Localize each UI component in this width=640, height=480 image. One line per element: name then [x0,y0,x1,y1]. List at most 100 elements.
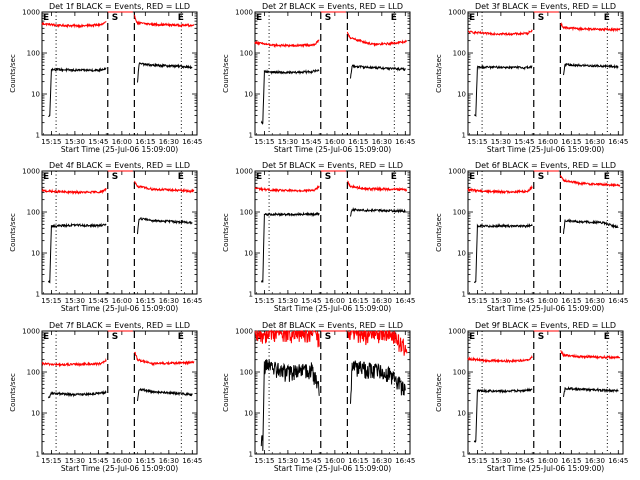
x-tick-label: 16:15 [135,297,155,305]
marker-E: E [178,172,184,182]
marker-E: E [469,172,475,182]
x-tick-label: 15:15 [254,457,274,465]
marker-S: S [325,172,331,182]
y-tick-label: 10 [244,91,253,99]
events-trace-segment-1 [48,66,107,118]
plot-frame [467,170,624,295]
x-tick-label: 15:15 [41,297,61,305]
panel-title: Det 5f BLACK = Events, RED = LLD [262,161,403,170]
y-tick-label: 1 [462,451,466,459]
y-tick-label: 100 [27,369,40,377]
x-tick-label: 15:15 [467,138,487,146]
y-tick-label: 10 [244,410,253,418]
x-tick-label: 16:00 [538,457,558,465]
marker-E: E [391,172,397,182]
y-tick-label: 10 [457,250,466,258]
marker-E: E [604,172,610,182]
lld-trace-segment-3 [346,31,407,48]
panel-title: Det 2f BLACK = Events, RED = LLD [262,2,403,11]
x-tick-label: 16:00 [538,138,558,146]
marker-E: E [604,332,610,342]
x-tick-label: 16:45 [395,457,415,465]
x-tick-label: 16:15 [135,138,155,146]
y-axis: 1 10 100 1000 Counts/sec [9,328,197,459]
x-tick-label: 15:45 [514,297,534,305]
x-tick-label: 16:15 [561,138,581,146]
lld-trace-segment-1 [254,39,320,49]
y-tick-label: 10 [244,250,253,258]
panel-2: Det 2f BLACK = Events, RED = LLD 1 10 100 10… [222,2,415,154]
x-tick-label: 16:45 [182,138,202,146]
panel-6: Det 6f BLACK = Events, RED = LLD 1 10 100 10… [435,161,628,313]
panel-4: Det 4f BLACK = Events, RED = LLD 1 10 100 10… [9,161,202,313]
events-trace-segment-1 [260,358,320,451]
x-tick-label: 15:30 [278,138,298,146]
x-tick-label: 16:30 [159,457,179,465]
x-tick-label: 16:45 [395,297,415,305]
x-tick-label: 15:45 [88,457,108,465]
y-axis: 1 10 100 1000 Counts/sec [435,328,623,459]
x-axis: 15:15 15:30 15:45 16:00 16:15 16:30 16:45 Start… [254,12,415,154]
y-tick-label: 10 [31,250,40,258]
events-trace-segment-2 [563,62,619,76]
y-axis: 1 10 100 1000 Counts/sec [9,168,197,299]
plot-frame [41,11,198,136]
y-tick-label: 10 [31,91,40,99]
events-trace-segment-1 [260,211,320,283]
panel-5: Det 5f BLACK = Events, RED = LLD 1 10 100 10… [222,161,415,313]
y-axis-label: Counts/sec [222,373,230,412]
y-tick-label: 1 [462,132,466,140]
x-tick-label: 16:45 [608,297,628,305]
lld-trace-segment-1 [254,184,320,194]
y-tick-label: 1 [36,451,40,459]
lld-trace-segment-1 [468,29,533,37]
x-tick-label: 16:30 [585,457,605,465]
plot-frame [254,11,411,136]
x-axis: 15:15 15:30 15:45 16:00 16:15 16:30 16:45 Start… [254,171,415,313]
y-axis-label: Counts/sec [222,54,230,93]
panel-title: Det 7f BLACK = Events, RED = LLD [49,321,190,330]
y-tick-label: 10 [457,410,466,418]
y-tick-label: 100 [27,50,40,58]
y-tick-label: 1000 [235,328,253,336]
y-axis: 1 10 100 1000 Counts/sec [435,168,623,299]
events-trace-segment-2 [350,359,406,404]
x-tick-label: 16:00 [112,457,132,465]
x-axis: 15:15 15:30 15:45 16:00 16:15 16:30 16:45 Start… [467,331,628,473]
panel-3: Det 3f BLACK = Events, RED = LLD 1 10 100 10… [435,2,628,154]
marker-E: E [178,332,184,342]
x-tick-label: 16:30 [372,138,392,146]
events-trace-segment-2 [563,386,619,397]
y-axis: 1 10 100 1000 Counts/sec [435,9,623,140]
y-tick-label: 1000 [235,9,253,17]
x-tick-label: 15:15 [254,297,274,305]
events-trace-segment-1 [474,64,533,118]
lld-trace-segment-3 [133,351,195,367]
marker-E: E [391,13,397,23]
x-axis-label: Start Time (25-Jul-06 15:09:00) [487,464,604,473]
events-trace-segment-2 [350,207,406,217]
marker-E: E [256,172,262,182]
x-axis: 15:15 15:30 15:45 16:00 16:15 16:30 16:45 Start… [254,331,415,473]
y-tick-label: 1000 [22,9,40,17]
x-tick-label: 15:15 [41,138,61,146]
x-tick-label: 15:30 [278,457,298,465]
y-axis-label: Counts/sec [9,213,17,252]
x-tick-label: 16:15 [348,457,368,465]
lld-trace-segment-1 [467,354,533,364]
y-tick-label: 100 [240,50,253,58]
x-axis-label: Start Time (25-Jul-06 15:09:00) [274,304,391,313]
x-axis-label: Start Time (25-Jul-06 15:09:00) [61,145,178,154]
plot-frame [254,330,411,455]
panel-7: Det 7f BLACK = Events, RED = LLD 1 10 100 10… [9,321,202,473]
x-axis-label: Start Time (25-Jul-06 15:09:00) [487,145,604,154]
panel-1: Det 1f BLACK = Events, RED = LLD 1 10 100 10… [9,2,202,154]
lld-trace-segment-3 [133,14,195,28]
lld-trace-segment-1 [254,329,320,348]
lld-trace-segment-1 [41,188,107,196]
panel-title: Det 3f BLACK = Events, RED = LLD [475,2,616,11]
x-axis-label: Start Time (25-Jul-06 15:09:00) [61,464,178,473]
x-axis: 15:15 15:30 15:45 16:00 16:15 16:30 16:45 Start… [467,171,628,313]
x-tick-label: 16:15 [135,457,155,465]
